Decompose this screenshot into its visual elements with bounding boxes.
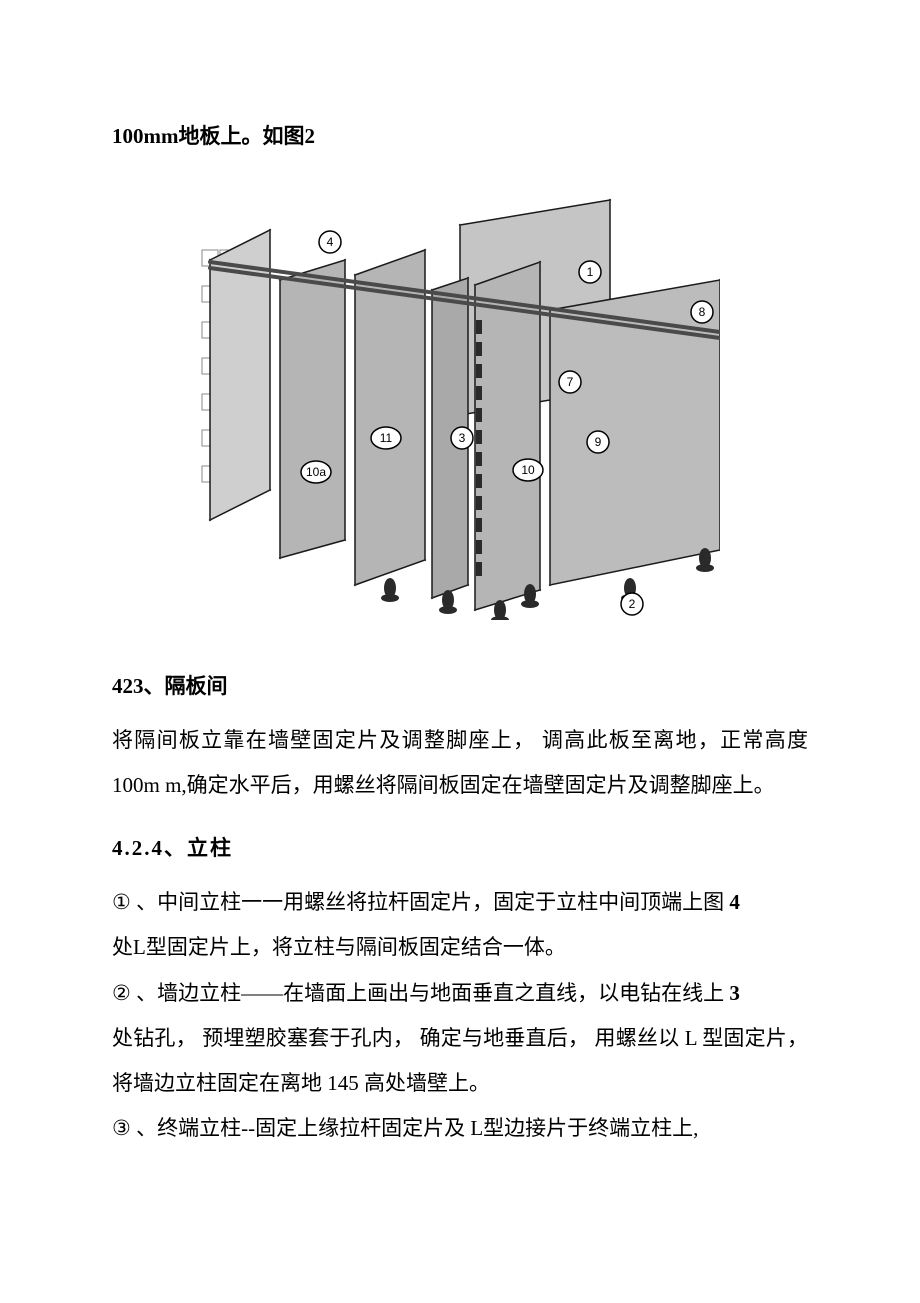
svg-text:9: 9 xyxy=(595,435,602,449)
section-424-item-3: ③ 、终端立柱--固定上缘拉杆固定片及 L型边接片于终端立柱上, xyxy=(112,1106,808,1151)
item1-num: 4 xyxy=(729,890,740,914)
marker-3: ③ xyxy=(112,1117,131,1140)
section-424-heading: 4.2.4、立柱 xyxy=(112,832,808,862)
item1-text-b: 处L型固定片上，将立柱与隔间板固定结合一体。 xyxy=(112,935,566,959)
marker-2: ② xyxy=(112,982,131,1005)
item2-text-b: 处钻孔， 预埋塑胶塞套于孔内， 确定与地垂直后， 用螺丝以 L 型固定片，将墙边… xyxy=(112,1026,808,1095)
item3-text-a: 、终端立柱--固定上缘拉杆固定片及 L型边接片于终端立柱上, xyxy=(131,1116,699,1140)
item2-num: 3 xyxy=(729,981,740,1005)
diagram-container: 1 2 3 4 7 8 9 10 10a 11 xyxy=(112,190,808,620)
svg-text:7: 7 xyxy=(567,375,574,389)
section-424-item-2: ② 、墙边立柱——在墙面上画出与地面垂直之直线，以电钻在线上 3 处钻孔， 预埋… xyxy=(112,971,808,1106)
marker-1: ① xyxy=(112,891,131,914)
page-top-line: 100mm地板上。如图2 xyxy=(112,120,808,150)
section-423-heading: 423、隔板间 xyxy=(112,670,808,700)
partition-assembly-diagram: 1 2 3 4 7 8 9 10 10a 11 xyxy=(200,190,720,620)
svg-text:2: 2 xyxy=(629,597,636,611)
diagram-svg: 1 2 3 4 7 8 9 10 10a 11 xyxy=(200,190,720,620)
svg-text:10a: 10a xyxy=(306,465,326,479)
svg-text:3: 3 xyxy=(459,431,466,445)
section-424-item-1: ① 、中间立柱一一用螺丝将拉杆固定片，固定于立柱中间顶端上图 4 处L型固定片上… xyxy=(112,880,808,970)
svg-text:10: 10 xyxy=(521,463,535,477)
section-423-body: 将隔间板立靠在墙壁固定片及调整脚座上， 调高此板至离地，正常高度100m m,确… xyxy=(112,718,808,808)
item1-text-a: 、中间立柱一一用螺丝将拉杆固定片，固定于立柱中间顶端上图 xyxy=(131,890,730,914)
svg-text:11: 11 xyxy=(380,431,393,445)
svg-text:8: 8 xyxy=(699,305,706,319)
svg-text:4: 4 xyxy=(327,235,334,249)
svg-text:1: 1 xyxy=(587,265,594,279)
item2-text-a: 、墙边立柱——在墙面上画出与地面垂直之直线，以电钻在线上 xyxy=(131,981,730,1005)
